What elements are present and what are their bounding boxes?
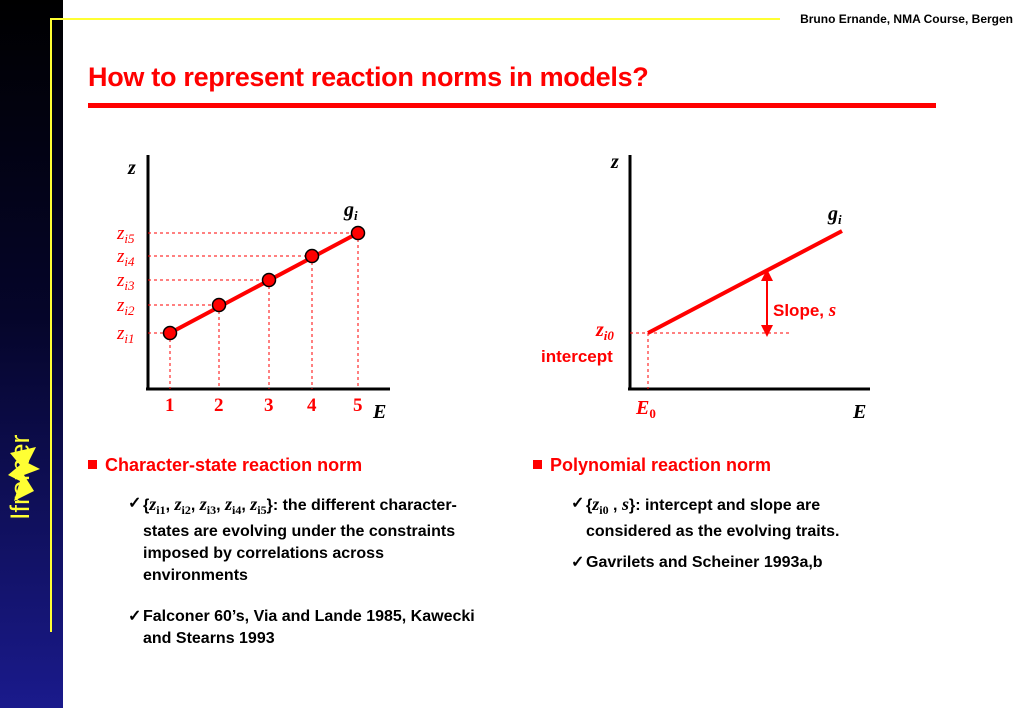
set-subscript: i1 [156, 503, 166, 518]
right-bullet-2: ✓ Gavrilets and Scheiner 1993a,b [571, 552, 906, 574]
set-symbol: z [149, 494, 157, 514]
right-norm-line [647, 229, 843, 335]
set-symbol: z [199, 494, 207, 514]
left-line-label: gi [343, 199, 358, 223]
data-point [350, 225, 366, 241]
left-guides [148, 232, 359, 389]
left-bullet-1: ✓ {zi1, zi2, zi3, zi4, zi5}: the differen… [128, 494, 457, 585]
set-subscript: i5 [257, 503, 267, 518]
set-subscript: i3 [206, 503, 217, 518]
right-y-axis-label: z [610, 151, 619, 173]
checkmark-icon: ✓ [128, 495, 142, 512]
data-point [261, 272, 277, 288]
left-x-tick-label: 2 [214, 395, 224, 416]
left-y-tick-label: zi1 [116, 323, 135, 346]
left-bullet-2: ✓ Falconer 60’s, Via and Lande 1985, Kawe… [128, 608, 475, 647]
title-underline [88, 103, 936, 108]
right-plot: z E Slope, s zi0 intercept E0 gi [541, 151, 870, 423]
data-point [304, 248, 320, 264]
left-x-ticks: 1 2 3 4 5 [165, 395, 363, 416]
accent-rule-vertical [50, 18, 52, 632]
set-subscript: i2 [181, 503, 191, 518]
left-y-tick-label: zi5 [116, 223, 135, 246]
right-x-axis-label: E [852, 401, 866, 423]
left-x-tick-label: 4 [307, 395, 317, 416]
left-y-axis-label: z [127, 157, 136, 179]
left-y-tick-label: zi2 [116, 295, 135, 318]
right-line-label: gi [827, 203, 842, 227]
bullet-square-icon [88, 460, 97, 469]
header-credit: Bruno Ernande, NMA Course, Bergen [800, 12, 1013, 26]
intercept-symbol: zi0 [595, 319, 614, 343]
set-symbol: z [250, 494, 258, 514]
checkmark-icon: ✓ [571, 495, 585, 512]
logo-emblem-icon [8, 447, 40, 501]
left-x-axis-label: E [372, 401, 386, 423]
left-points [162, 225, 366, 341]
left-y-tick-label: zi3 [116, 270, 135, 293]
left-x-tick-label: 3 [264, 395, 274, 416]
set-subscript: i4 [232, 503, 242, 518]
e0-label: E0 [635, 397, 656, 421]
data-point [162, 325, 178, 341]
data-point [211, 297, 227, 313]
sidebar [0, 0, 63, 708]
accent-rule-horizontal [50, 18, 780, 20]
page-title: How to represent reaction norms in model… [88, 62, 649, 92]
right-section-heading: Polynomial reaction norm [533, 455, 771, 476]
left-section-heading: Character-state reaction norm [88, 455, 362, 476]
set-symbol: z [224, 494, 232, 514]
slope-label: Slope, s [773, 300, 836, 321]
left-x-tick-label: 5 [353, 395, 363, 416]
checkmark-icon: ✓ [571, 554, 585, 571]
left-x-tick-label: 1 [165, 395, 175, 416]
set-symbol: z [174, 494, 182, 514]
right-bullet-1: ✓ {zi0 , s}: intercept and slope are cons… [571, 494, 840, 541]
intercept-label: intercept [541, 347, 613, 366]
bullet-square-icon [533, 460, 542, 469]
checkmark-icon: ✓ [128, 608, 142, 625]
left-y-tick-label: zi4 [116, 246, 135, 269]
